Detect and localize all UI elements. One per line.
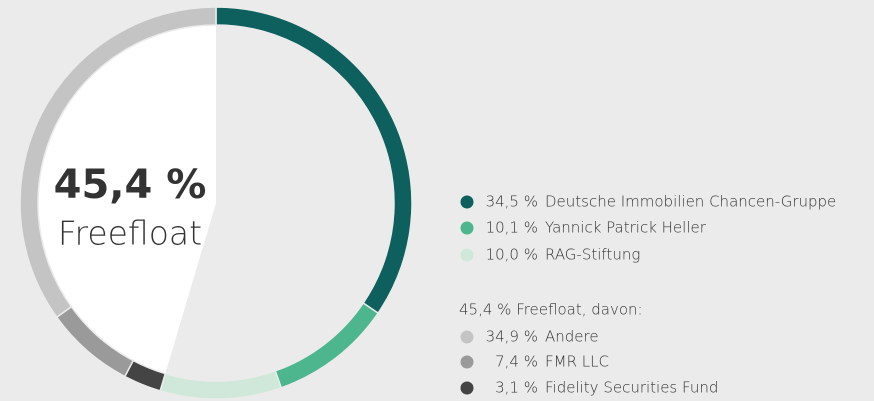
legend-swatch xyxy=(460,381,474,395)
legend-label: Deutsche Immobilien Chancen-Gruppe xyxy=(545,193,836,211)
legend-label: Yannick Patrick Heller xyxy=(545,219,707,237)
donut-segment xyxy=(19,6,217,319)
legend-value: 3,1 % xyxy=(495,379,538,397)
legend-value: 34,5 % xyxy=(486,193,538,211)
center-value: 45,4 % xyxy=(54,162,207,208)
legend-value: 34,9 % xyxy=(486,328,538,346)
legend-heading: 45,4 % Freefloat, davon: xyxy=(459,301,643,319)
legend-label: RAG-Stiftung xyxy=(545,246,640,264)
legend-swatch xyxy=(460,355,474,369)
legend-label: Fidelity Securities Fund xyxy=(545,379,718,397)
legend-swatch xyxy=(460,221,474,235)
legend-value: 10,0 % xyxy=(486,246,538,264)
legend-label: Andere xyxy=(545,328,599,346)
legend-value: 10,1 % xyxy=(486,219,538,237)
legend-swatch xyxy=(460,195,474,209)
legend-swatch xyxy=(460,330,474,344)
legend-value: 7,4 % xyxy=(495,353,538,371)
legend-label: FMR LLC xyxy=(545,353,609,371)
center-label: Freefloat xyxy=(58,214,202,253)
legend-swatch xyxy=(460,248,474,262)
freefloat-wedge xyxy=(37,25,216,374)
